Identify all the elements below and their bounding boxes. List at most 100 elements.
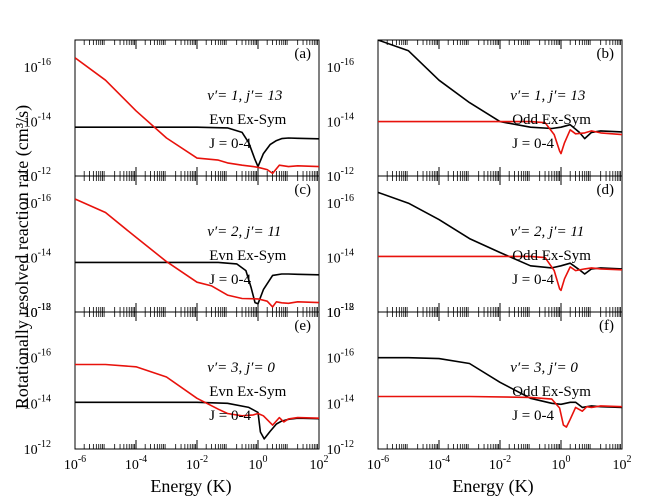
plot-frame	[74, 311, 320, 450]
y-tick-label: 10-16	[24, 193, 51, 212]
y-tick-label-base: 10	[327, 61, 341, 76]
y-tick-label: 10-16	[24, 57, 51, 76]
annotation-line: v′= 3, j′= 0	[207, 360, 275, 376]
y-tick-label-exp: -16	[38, 348, 51, 359]
plot-frame	[377, 175, 623, 313]
y-axis-title: Rotationally resolved reaction rate (cm³…	[12, 105, 33, 409]
annotation-line: Odd Ex-Sym	[512, 248, 591, 264]
x-tick-label-base: 10	[489, 458, 503, 473]
x-axis-title-right: Energy (K)	[452, 476, 533, 497]
series-black-line	[75, 126, 319, 168]
y-tick-label: 10-12	[24, 302, 51, 321]
x-tick-label: 10-2	[489, 454, 511, 473]
y-tick-label-base: 10	[327, 443, 341, 458]
y-tick-label-exp: -12	[341, 439, 354, 450]
x-tick-label-base: 10	[428, 458, 442, 473]
x-tick-label-exp: -6	[381, 454, 389, 465]
x-tick-label: 10-2	[186, 454, 208, 473]
y-tick-label: 10-16	[327, 193, 354, 212]
y-tick-label-base: 10	[24, 252, 38, 267]
y-tick-label: 10-12	[327, 439, 354, 458]
y-tick-label: 10-14	[24, 393, 51, 412]
x-tick-label-exp: -4	[442, 454, 450, 465]
x-tick-label-exp: 2	[324, 454, 329, 465]
y-tick-label: 10-12	[327, 302, 354, 321]
y-tick-label-base: 10	[24, 397, 38, 412]
y-tick-label: 10-14	[327, 248, 354, 267]
x-tick-label-base: 10	[367, 458, 381, 473]
y-tick-label-exp: -16	[341, 193, 354, 204]
annotation-line: J = 0-4	[209, 408, 251, 424]
x-tick-label-exp: -2	[200, 454, 208, 465]
y-tick-label-exp: -16	[341, 57, 354, 68]
plot-frame	[377, 39, 623, 177]
panel-label: (c)	[294, 182, 311, 198]
y-tick-label-exp: -14	[341, 248, 354, 259]
annotation-line: v′= 1, j′= 13	[510, 88, 585, 104]
y-tick-label-base: 10	[24, 352, 38, 367]
x-tick-label: 102	[310, 454, 329, 473]
y-tick-label: 10-14	[327, 393, 354, 412]
y-tick-label-base: 10	[24, 61, 38, 76]
y-tick-label-base: 10	[327, 397, 341, 412]
annotation-line: v′= 3, j′= 0	[510, 360, 578, 376]
x-tick-label: 100	[249, 454, 268, 473]
y-tick-label: 10-16	[24, 348, 51, 367]
y-tick-label-exp: -14	[341, 393, 354, 404]
series-red-line	[75, 57, 319, 175]
panel-label: (e)	[294, 318, 311, 334]
y-tick-label-base: 10	[24, 306, 38, 321]
x-tick-label: 10-4	[125, 454, 147, 473]
y-tick-label: 10-18	[327, 302, 354, 321]
plot-frame	[377, 311, 623, 450]
annotation-line: J = 0-4	[512, 272, 554, 288]
y-tick-label: 10-14	[327, 112, 354, 131]
series-red-line	[75, 363, 319, 426]
panel-label: (a)	[294, 46, 311, 62]
x-tick-label: 100	[552, 454, 571, 473]
y-tick-label-exp: -12	[38, 439, 51, 450]
y-tick-label-exp: -12	[38, 302, 51, 313]
y-tick-label: 10-18	[24, 302, 51, 321]
x-tick-label-exp: 0	[566, 454, 571, 465]
x-tick-label-exp: -4	[139, 454, 147, 465]
series-black-line	[75, 261, 319, 305]
series-red-line	[378, 255, 622, 292]
y-tick-label: 10-12	[24, 166, 51, 185]
annotation-line: J = 0-4	[209, 136, 251, 152]
y-tick-label: 10-16	[327, 57, 354, 76]
x-tick-label-base: 10	[310, 458, 324, 473]
annotation-line: J = 0-4	[209, 272, 251, 288]
y-tick-label: 10-12	[327, 166, 354, 185]
y-tick-label: 10-16	[327, 348, 354, 367]
y-tick-label-exp: -14	[341, 112, 354, 123]
y-tick-label-base: 10	[327, 306, 341, 321]
y-tick-label-base: 10	[327, 170, 341, 185]
y-tick-label-exp: -18	[38, 302, 51, 313]
y-tick-label-exp: -18	[341, 302, 354, 313]
y-tick-label-exp: -16	[38, 57, 51, 68]
annotation-line: Odd Ex-Sym	[512, 384, 591, 400]
annotation-line: J = 0-4	[512, 136, 554, 152]
y-tick-label-base: 10	[24, 197, 38, 212]
y-tick-label-exp: -12	[341, 166, 354, 177]
y-tick-label-base: 10	[327, 306, 341, 321]
panel-label: (f)	[599, 318, 614, 334]
x-tick-label-base: 10	[249, 458, 263, 473]
y-tick-label-exp: -16	[38, 193, 51, 204]
y-tick-label-base: 10	[327, 197, 341, 212]
x-tick-label-exp: -2	[503, 454, 511, 465]
x-tick-label: 102	[613, 454, 632, 473]
y-tick-label-base: 10	[24, 443, 38, 458]
plot-frame	[74, 175, 320, 313]
annotation-line: Evn Ex-Sym	[209, 112, 286, 128]
x-tick-label-exp: -6	[78, 454, 86, 465]
annotation-line: Odd Ex-Sym	[512, 112, 591, 128]
y-tick-label-exp: -16	[341, 348, 354, 359]
x-tick-label-exp: 2	[627, 454, 632, 465]
